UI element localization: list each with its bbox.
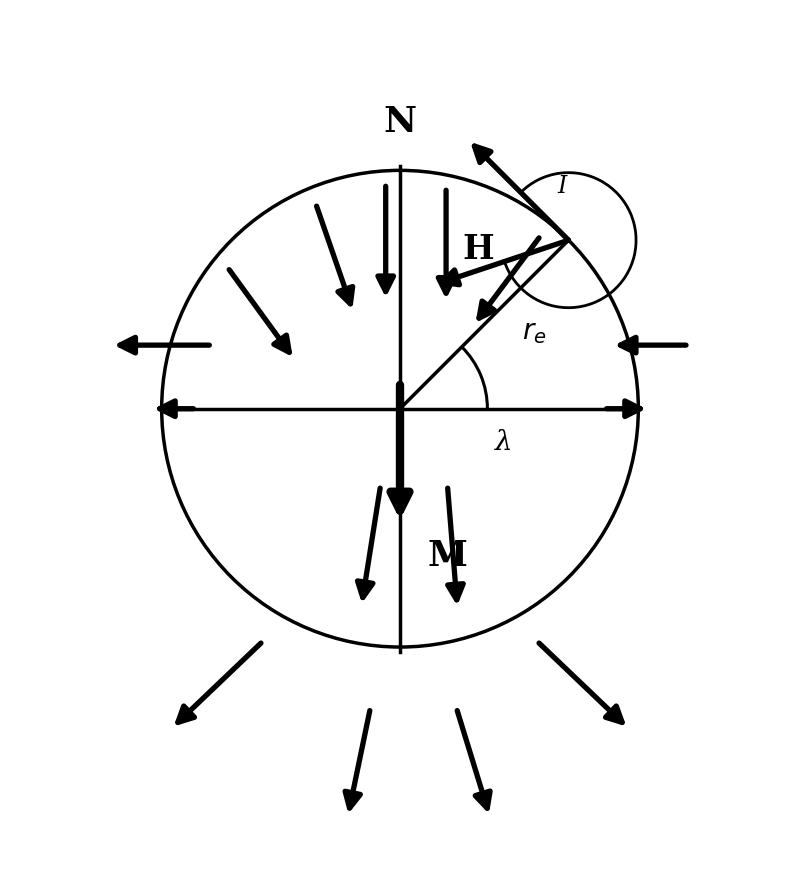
Text: λ: λ <box>494 429 512 456</box>
Text: $r_e$: $r_e$ <box>522 319 547 346</box>
Text: H: H <box>462 233 494 266</box>
Text: N: N <box>383 105 417 139</box>
Text: I: I <box>558 175 567 197</box>
Text: M: M <box>428 539 468 573</box>
